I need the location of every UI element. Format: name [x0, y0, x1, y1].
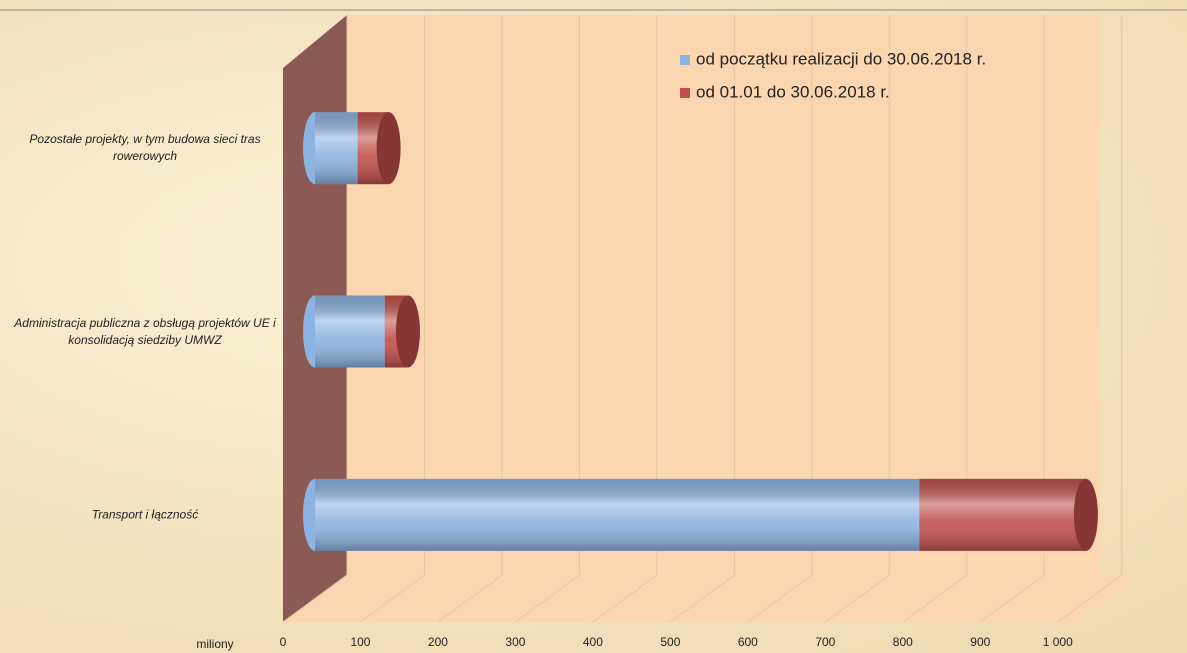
legend-label: od początku realizacji do 30.06.2018 r. [696, 49, 986, 68]
bar-shine [315, 478, 920, 551]
cap-shade [376, 112, 401, 185]
y-tick-label: Administracja publiczna z obsługą projek… [14, 315, 276, 347]
legend-swatch [680, 88, 690, 98]
floor-grid-line [979, 574, 1045, 623]
legend-swatch [680, 55, 690, 65]
floor-grid-line [437, 574, 503, 623]
floor-grid-line [360, 574, 425, 623]
floor-grid-line [515, 574, 580, 623]
legend-label: od 01.01 do 30.06.2018 r. [696, 82, 890, 101]
x-tick-label: 400 [583, 635, 603, 649]
bar-segment [303, 478, 920, 551]
floor-grid-line [670, 574, 735, 623]
back-wall [347, 15, 1100, 575]
x-tick-label: 900 [970, 635, 990, 649]
x-tick-label: 300 [505, 635, 525, 649]
bar-shine [315, 295, 385, 368]
floor-grid-line [1057, 574, 1123, 623]
floor-grid-line [902, 574, 968, 623]
cap-shade [1073, 478, 1098, 551]
cap [395, 295, 420, 368]
x-tick-label: 100 [350, 635, 370, 649]
x-tick-label: 800 [893, 635, 913, 649]
bar-shine [919, 478, 1086, 551]
bar-segment [303, 295, 385, 368]
x-tick-label: 700 [815, 635, 835, 649]
cap [1073, 478, 1098, 551]
bar-segment [919, 478, 1098, 551]
bar-segment [384, 295, 420, 368]
floor [283, 575, 1140, 622]
x-tick-label: 500 [660, 635, 680, 649]
x-tick-label: 600 [738, 635, 758, 649]
cap-shade [395, 295, 420, 368]
x-axis-label: miliony [196, 637, 233, 651]
x-tick-label: 0 [280, 635, 287, 649]
x-tick-label: 200 [428, 635, 448, 649]
floor-grid-line [747, 574, 813, 623]
bar-shine [315, 112, 358, 185]
floor-grid-line [282, 574, 348, 623]
x-tick-label: 1 000 [1043, 635, 1073, 649]
floor-grid-line [592, 574, 658, 623]
floor-grid-line [825, 574, 890, 623]
y-tick-label: Transport i łączność [91, 507, 199, 522]
bar-segment [357, 112, 401, 185]
y-tick-label: Pozostałe projekty, w tym budowa sieci t… [29, 132, 261, 164]
cap [376, 112, 401, 185]
bar-segment [303, 112, 358, 185]
